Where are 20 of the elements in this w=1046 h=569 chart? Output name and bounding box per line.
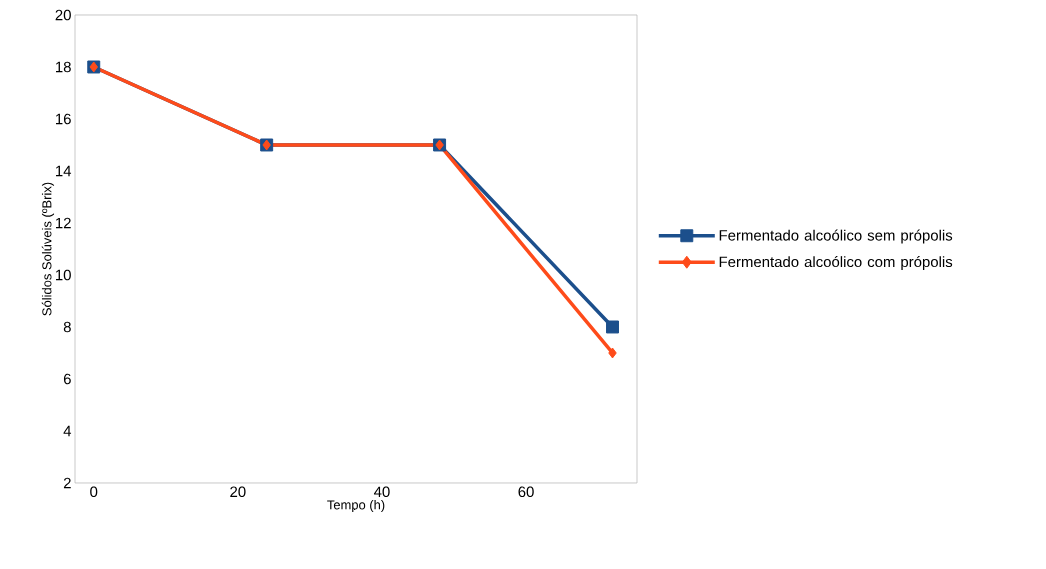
y-tick-label: 16 (56, 113, 71, 125)
x-tick-label: 0 (90, 486, 98, 498)
y-tick-label: 20 (55, 9, 71, 21)
legend-label: Fermentado alcoólico sem própolis (719, 229, 953, 244)
y-tick-label: 6 (63, 373, 71, 385)
x-tick-label: 20 (230, 486, 246, 498)
point (606, 320, 619, 334)
y-tick-label: 2 (63, 477, 71, 489)
y-tick-label: 10 (56, 269, 71, 281)
y-tick-label: 12 (56, 217, 71, 229)
y-tick-label: 8 (63, 321, 71, 333)
legend-label: Fermentado alcoólico com própolis (719, 255, 953, 271)
x-tick-label: 60 (518, 486, 534, 498)
x-axis-title: Tempo (h) (327, 499, 385, 512)
y-axis-title: Sólidos Solúveis (ºBrix) (41, 182, 55, 316)
y-tick-label: 4 (63, 425, 72, 437)
point (608, 347, 617, 359)
y-tick-label: 14 (56, 165, 72, 177)
y-tick-label: 18 (56, 61, 71, 73)
x-tick-label: 40 (373, 486, 390, 498)
